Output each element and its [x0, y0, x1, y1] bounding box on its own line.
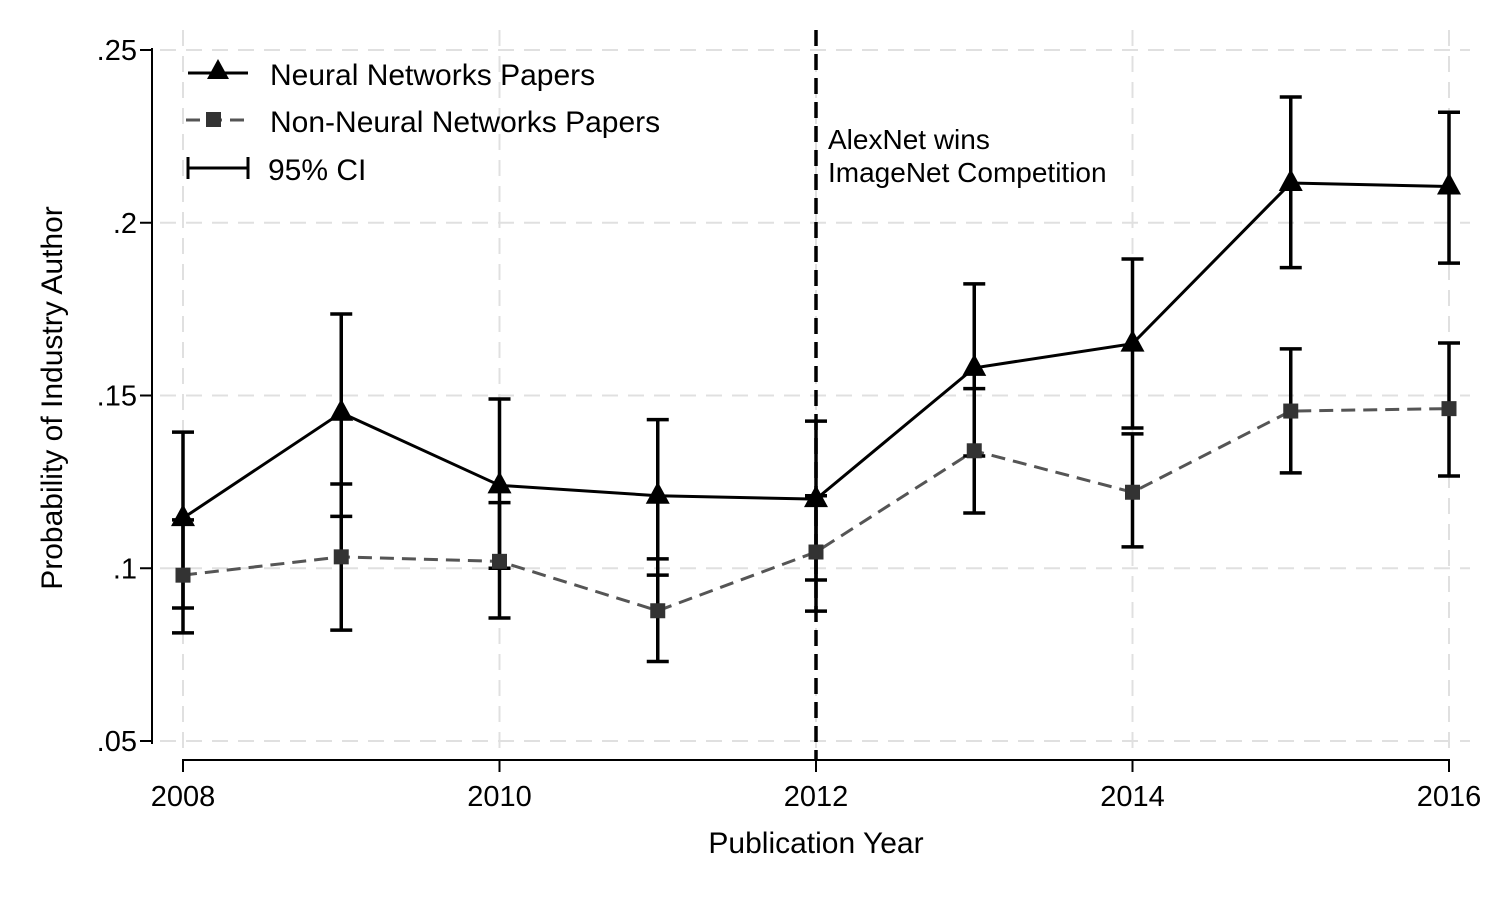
y-axis-title: Probability of Industry Author — [36, 206, 69, 590]
triangle-marker-icon — [1278, 169, 1303, 192]
square-marker-icon — [808, 544, 824, 560]
annotation-line-2: ImageNet Competition — [828, 157, 1107, 188]
square-marker-icon — [492, 553, 507, 569]
legend-item-ci: 95% CI — [186, 154, 366, 187]
triangle-marker-icon — [962, 353, 987, 376]
x-tick-label: 2016 — [1417, 781, 1482, 813]
annotation-alexnet: AlexNet wins ImageNet Competition — [828, 124, 1107, 188]
square-marker-icon — [333, 549, 349, 565]
triangle-marker-icon — [1120, 329, 1145, 352]
triangle-marker-icon — [645, 481, 670, 504]
svg-text:95% CI: 95% CI — [268, 154, 366, 187]
series-layer — [171, 95, 1461, 664]
y-tick-label: .1 — [113, 553, 137, 585]
square-marker-icon — [1125, 484, 1140, 500]
square-marker-icon — [1283, 403, 1299, 419]
annotation-line-1: AlexNet wins — [828, 124, 990, 155]
legend-item-neural: Neural Networks Papers — [188, 59, 595, 92]
x-tick-label: 2014 — [1100, 781, 1165, 813]
triangle-marker-icon — [171, 504, 195, 527]
svg-text:Neural Networks Papers: Neural Networks Papers — [270, 59, 595, 92]
square-marker-icon — [650, 603, 666, 619]
x-tick-label: 2010 — [467, 781, 532, 813]
svg-text:Non-Neural Networks Papers: Non-Neural Networks Papers — [270, 106, 660, 139]
square-marker-icon — [1441, 401, 1457, 417]
x-axis-title: Publication Year — [708, 827, 923, 860]
y-tick-label: .05 — [97, 726, 137, 758]
x-tick-label: 2008 — [151, 781, 216, 813]
legend: Neural Networks Papers Non-Neural Networ… — [186, 59, 660, 187]
y-tick-label: .15 — [97, 381, 137, 413]
triangle-marker-icon — [804, 485, 828, 508]
triangle-marker-icon — [329, 398, 354, 421]
non-neural-line — [182, 407, 1450, 613]
y-axis-ticks: .05 .1 .15 .2 .25 — [97, 35, 152, 758]
square-marker-icon — [206, 112, 221, 127]
legend-item-non-neural: Non-Neural Networks Papers — [186, 106, 660, 139]
x-tick-label: 2012 — [784, 781, 849, 813]
y-tick-label: .2 — [113, 208, 137, 240]
triangle-marker-icon — [487, 471, 512, 494]
square-marker-icon — [966, 443, 982, 459]
y-tick-label: .25 — [97, 35, 137, 67]
triangle-marker-icon — [207, 59, 229, 79]
square-marker-icon — [175, 567, 191, 583]
triangle-marker-icon — [1437, 172, 1461, 195]
x-axis-ticks: 2008 2010 2012 2014 2016 — [151, 760, 1482, 813]
